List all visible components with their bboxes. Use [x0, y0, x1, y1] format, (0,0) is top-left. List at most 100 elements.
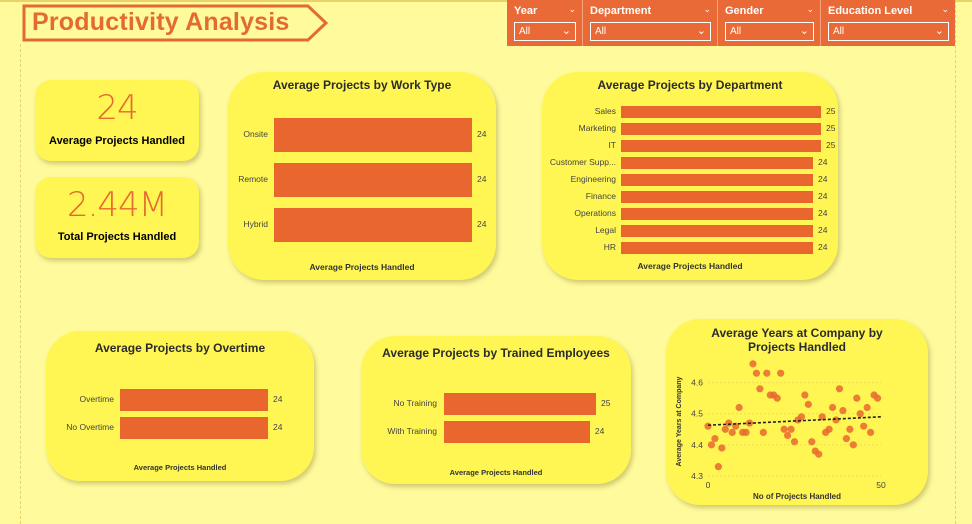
data-label: 25	[826, 123, 836, 133]
chart-title: Average Projects by Overtime	[94, 341, 266, 355]
data-label: 24	[818, 174, 828, 184]
data-point[interactable]	[835, 385, 844, 393]
category-label: No Overtime	[66, 422, 114, 432]
chart-department: Average Projects by Department Average P…	[542, 72, 838, 280]
data-point[interactable]	[711, 435, 719, 443]
data-point[interactable]	[825, 425, 833, 433]
data-point[interactable]	[804, 400, 812, 408]
chevron-down-icon: ⌄	[561, 25, 571, 37]
data-point[interactable]	[763, 369, 771, 377]
slicer-education-level-label: Education Level	[828, 5, 913, 17]
data-point[interactable]	[873, 394, 882, 402]
bar[interactable]	[444, 393, 596, 415]
bar[interactable]	[621, 140, 821, 152]
data-point[interactable]	[828, 403, 837, 412]
bar[interactable]	[274, 163, 472, 197]
data-point[interactable]	[818, 413, 826, 421]
data-label: 24	[273, 394, 283, 404]
data-point[interactable]	[777, 369, 785, 377]
bar[interactable]	[621, 123, 821, 135]
category-label: Operations	[574, 208, 616, 218]
category-label: Customer Supp...	[549, 157, 616, 167]
bar[interactable]	[621, 174, 813, 186]
data-point[interactable]	[860, 422, 868, 430]
bar[interactable]	[621, 225, 813, 237]
data-label: 24	[818, 242, 828, 252]
data-point[interactable]	[735, 403, 743, 412]
bar[interactable]	[621, 242, 813, 254]
education-level-dropdown[interactable]: All ⌄	[828, 22, 949, 41]
category-label: Legal	[595, 225, 616, 235]
department-dropdown[interactable]: All ⌄	[590, 22, 711, 41]
data-point[interactable]	[867, 428, 875, 436]
bar[interactable]	[621, 191, 813, 203]
data-point[interactable]	[780, 425, 788, 433]
gender-dropdown[interactable]: All ⌄	[725, 22, 814, 41]
x-axis-title: Average Projects Handled	[449, 468, 543, 477]
data-point[interactable]	[846, 425, 854, 433]
data-point[interactable]	[797, 413, 806, 421]
bar[interactable]	[444, 421, 590, 443]
bar[interactable]	[274, 118, 472, 152]
data-label: 25	[826, 106, 836, 116]
top-border	[0, 0, 972, 2]
chevron-down-icon[interactable]: ⌄	[941, 4, 949, 14]
y-tick-label: 4.5	[691, 409, 703, 419]
chart-trained-employees: Average Projects by Trained Employees Av…	[361, 336, 631, 484]
data-point[interactable]	[787, 425, 795, 433]
data-point[interactable]	[856, 410, 864, 418]
data-point[interactable]	[707, 441, 716, 449]
data-point[interactable]	[749, 360, 757, 368]
data-point[interactable]	[853, 394, 861, 402]
bar[interactable]	[120, 417, 268, 439]
data-point[interactable]	[718, 444, 726, 452]
bar[interactable]	[621, 208, 813, 220]
chevron-down-icon[interactable]: ⌄	[703, 4, 711, 14]
data-point[interactable]	[759, 428, 767, 436]
category-label: Remote	[238, 174, 268, 184]
bar[interactable]	[120, 389, 268, 411]
data-point[interactable]	[839, 407, 847, 415]
category-label: IT	[608, 140, 616, 150]
data-point[interactable]	[728, 428, 736, 436]
data-point[interactable]	[832, 416, 840, 424]
data-point[interactable]	[714, 463, 722, 471]
page-title: Productivity Analysis	[32, 8, 290, 36]
data-point[interactable]	[742, 428, 750, 436]
data-point[interactable]	[849, 441, 857, 449]
data-point[interactable]	[725, 419, 733, 427]
chevron-down-icon[interactable]: ⌄	[568, 4, 576, 14]
data-label: 25	[826, 140, 836, 150]
kpi-label: Total Projects Handled	[57, 231, 177, 243]
data-point[interactable]	[842, 435, 850, 443]
bar[interactable]	[621, 157, 813, 169]
data-point[interactable]	[815, 450, 823, 458]
data-point[interactable]	[783, 431, 792, 440]
slicer-year: Year ⌄ All ⌄	[507, 0, 583, 46]
data-point[interactable]	[704, 422, 712, 430]
category-label: Finance	[585, 191, 616, 201]
data-point[interactable]	[808, 438, 816, 446]
chart-title: Average Projects by Work Type	[272, 78, 452, 92]
slicer-department: Department ⌄ All ⌄	[583, 0, 718, 46]
left-guide	[20, 44, 21, 524]
bar[interactable]	[274, 208, 472, 242]
year-dropdown[interactable]: All ⌄	[514, 22, 576, 41]
data-label: 24	[273, 422, 283, 432]
kpi-label: Average Projects Handled	[49, 135, 185, 147]
data-point[interactable]	[721, 425, 729, 433]
data-point[interactable]	[801, 391, 809, 399]
chart-work-type: Average Projects by Work Type Average Pr…	[228, 72, 496, 280]
chart-title: Average Years at Company by Projects Han…	[711, 326, 883, 354]
data-point[interactable]	[790, 438, 799, 446]
data-point[interactable]	[773, 394, 781, 402]
category-label: With Training	[387, 426, 437, 436]
x-axis-title: Average Projects Handled	[133, 463, 227, 472]
chevron-down-icon[interactable]: ⌄	[806, 4, 814, 14]
data-point[interactable]	[863, 403, 871, 412]
bar[interactable]	[621, 106, 821, 118]
data-label: 24	[818, 225, 828, 235]
category-label: Sales	[594, 106, 616, 116]
data-point[interactable]	[752, 369, 761, 377]
data-point[interactable]	[756, 385, 764, 393]
